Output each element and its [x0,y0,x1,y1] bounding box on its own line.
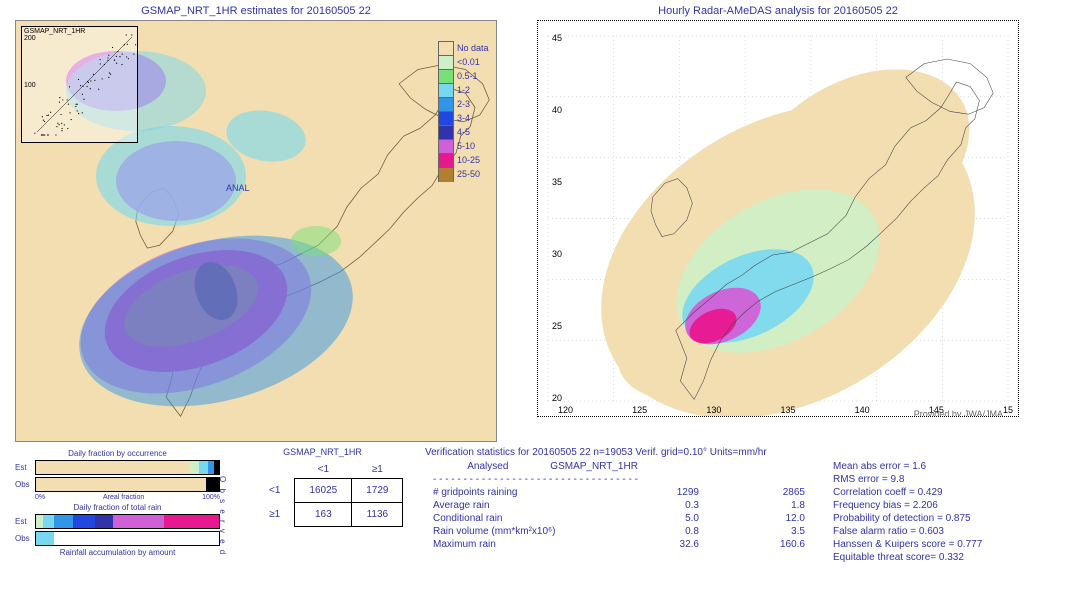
svg-text:30: 30 [552,249,562,259]
gsmap-panel: GSMAP_NRT_1HR estimates for 20160505 22 … [15,5,497,442]
metric-line: Frequency bias = 2.206 [833,499,982,512]
legend-item: 25-50 [438,167,497,181]
dash-line: - - - - - - - - - - - - - - - - - - - - … [425,473,646,486]
svg-text:ANAL: ANAL [226,183,250,193]
svg-text:40: 40 [552,105,562,115]
svg-text:130: 130 [706,405,721,415]
color-legend: No data<0.010.5-11-22-33-44-55-1010-2525… [438,41,497,181]
bottom-row: Daily fraction by occurrence Est Obs 0%A… [5,442,1075,564]
legend-item: 4-5 [438,125,497,139]
fraction-panel: Daily fraction by occurrence Est Obs 0%A… [15,447,220,564]
svg-text:15: 15 [1003,405,1013,415]
svg-text:140: 140 [855,405,870,415]
legend-item: 5-10 [438,139,497,153]
metric-line: Correlation coeff = 0.429 [833,486,982,499]
observed-side-label: O b s e r v e d [218,471,227,561]
svg-text:45: 45 [552,33,562,43]
stats-table: AnalysedGSMAP_NRT_1HR - - - - - - - - - … [425,460,646,486]
bar-est-occurrence [35,460,220,475]
metric-line: False alarm ratio = 0.603 [833,525,982,538]
metric-line: Equitable threat score= 0.332 [833,551,982,564]
legend-item: 10-25 [438,153,497,167]
metrics-column: Mean abs error = 1.6RMS error = 9.8Corre… [833,460,982,564]
bar-est-total [35,514,220,529]
svg-text:25: 25 [552,321,562,331]
radar-title: Hourly Radar-AMeDAS analysis for 2016050… [537,5,1019,17]
metric-line: Probability of detection = 0.875 [833,512,982,525]
legend-item: 1-2 [438,83,497,97]
legend-item: No data [438,41,497,55]
stats-row: Rain volume (mm*km²x10⁶)0.83.5 [425,525,813,538]
bar-obs-total [35,531,220,546]
map-row: GSMAP_NRT_1HR estimates for 20160505 22 … [5,5,1075,442]
metric-line: Mean abs error = 1.6 [833,460,982,473]
bar-obs-occurrence [35,477,220,492]
svg-text:20: 20 [552,393,562,403]
legend-item: <0.01 [438,55,497,69]
radar-credit: Provided by JWA/JMA [914,409,1003,417]
stats-title: Verification statistics for 20160505 22 … [425,447,1065,458]
stats-panel: Verification statistics for 20160505 22 … [425,447,1065,564]
contingency-panel: GSMAP_NRT_1HR O b s e r v e d <1≥1 <1160… [230,447,415,564]
gsmap-title: GSMAP_NRT_1HR estimates for 20160505 22 [15,5,497,17]
legend-item: 2-3 [438,97,497,111]
stats-row: Conditional rain5.012.0 [425,512,813,525]
legend-item: 0.5-1 [438,69,497,83]
radar-map: 45403530252012012513013514014515 Provide… [537,20,1019,417]
radar-panel: Hourly Radar-AMeDAS analysis for 2016050… [537,5,1019,442]
svg-text:120: 120 [558,405,573,415]
svg-text:35: 35 [552,177,562,187]
fraction-title-1: Daily fraction by occurrence [15,449,220,458]
stats-row: # gridpoints raining12992865 [425,486,813,499]
contingency-table: <1≥1 <1160251729 ≥11631136 [255,461,403,527]
inset-scatter: GSMAP_NRT_1HR 200 100 [21,26,138,143]
fraction-title-2: Daily fraction of total rain [15,503,220,512]
stats-row: Maximum rain32.6160.6 [425,538,813,551]
stats-row: Average rain0.31.8 [425,499,813,512]
metric-line: RMS error = 9.8 [833,473,982,486]
fraction-title-3: Rainfall accumulation by amount [15,548,220,557]
contingency-title: GSMAP_NRT_1HR [230,447,415,457]
legend-item: 3-4 [438,111,497,125]
metric-line: Hanssen & Kuipers score = 0.777 [833,538,982,551]
gsmap-map: ANAL GSMAP_NRT_1HR 200 100 No data<0.010… [15,20,497,442]
svg-text:135: 135 [781,405,796,415]
svg-text:125: 125 [632,405,647,415]
